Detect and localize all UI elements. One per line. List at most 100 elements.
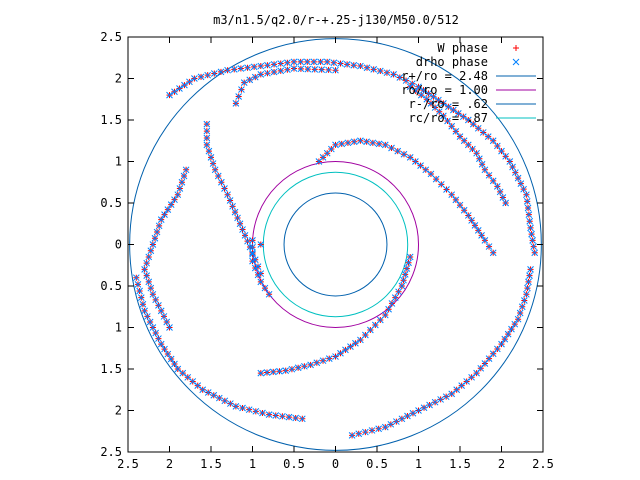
data-point (157, 216, 165, 223)
data-point (297, 58, 304, 66)
data-point (231, 208, 239, 216)
y-tick-label: 2 (115, 404, 122, 418)
data-point (246, 76, 254, 84)
data-point (290, 58, 298, 66)
data-point (145, 278, 153, 286)
data-point (257, 369, 265, 377)
data-point (422, 166, 430, 174)
data-point (144, 313, 151, 320)
data-point (402, 77, 410, 84)
data-point (474, 124, 482, 132)
x-tick-label: 0.5 (366, 457, 388, 471)
data-point (403, 265, 411, 272)
data-point (236, 220, 244, 228)
data-point (415, 407, 422, 414)
data-point (257, 70, 265, 78)
data-point (337, 60, 344, 67)
data-point (464, 212, 472, 219)
data-point (279, 412, 286, 420)
data-point (342, 346, 349, 354)
data-point (232, 100, 240, 107)
data-point (263, 369, 271, 376)
data-point (395, 288, 402, 296)
data-point (381, 141, 389, 149)
x-tick-label: 2.5 (532, 457, 554, 471)
data-point (174, 191, 182, 199)
data-point (463, 378, 470, 385)
data-point (493, 183, 501, 190)
data-point (524, 284, 531, 292)
data-point (388, 144, 395, 152)
y-tick-label: 2.5 (100, 445, 122, 459)
data-point (517, 180, 525, 187)
data-point (152, 329, 160, 337)
data-point (350, 138, 358, 146)
data-point (330, 59, 338, 67)
data-point (229, 202, 236, 210)
y-tick-label: 1 (115, 155, 122, 169)
data-point (398, 282, 406, 290)
data-point (502, 199, 510, 207)
data-point (501, 335, 509, 343)
data-point (270, 61, 278, 68)
data-point (276, 367, 283, 375)
reference-circle (252, 161, 419, 328)
data-point (456, 201, 464, 209)
data-point (264, 69, 271, 77)
data-point (506, 158, 514, 165)
data-point (244, 64, 251, 72)
data-point (239, 404, 246, 412)
data-point (443, 186, 450, 193)
data-point (523, 191, 530, 199)
data-point (265, 411, 273, 419)
y-tick-label: 0.5 (100, 279, 122, 293)
y-tick-label: 1.5 (100, 362, 122, 376)
data-point (189, 378, 197, 385)
data-point (230, 66, 238, 73)
data-point (453, 386, 461, 394)
data-point (284, 59, 291, 67)
data-point (448, 191, 456, 199)
data-point (471, 222, 479, 229)
data-point (355, 430, 363, 438)
data-point (396, 74, 404, 81)
data-point (290, 65, 298, 72)
data-point (469, 120, 477, 128)
data-point (205, 147, 213, 155)
data-point (458, 382, 466, 389)
data-point (352, 339, 359, 347)
data-point (516, 309, 524, 317)
data-point (454, 110, 462, 117)
data-point (468, 217, 475, 224)
data-point (311, 66, 319, 73)
data-point (294, 364, 302, 372)
legend-label: r+/ro = 2.48 (401, 69, 488, 83)
data-point (448, 122, 456, 130)
data-point (520, 185, 527, 193)
data-point (204, 389, 212, 396)
y-tick-label: 1.5 (100, 113, 122, 127)
data-point (499, 194, 507, 201)
data-point (164, 206, 172, 213)
data-point (317, 58, 324, 66)
data-point (261, 284, 269, 292)
data-point (404, 412, 411, 420)
data-point (525, 211, 533, 218)
data-point (332, 66, 339, 74)
data-point (221, 185, 228, 192)
data-point (337, 349, 344, 357)
data-point (485, 243, 493, 250)
data-point (412, 87, 420, 95)
data-point (257, 62, 265, 70)
data-point (237, 65, 245, 72)
data-point (406, 253, 414, 261)
data-point (179, 369, 187, 377)
data-point (348, 432, 356, 439)
data-point (215, 394, 223, 402)
data-point (343, 61, 351, 68)
data-point (241, 232, 249, 239)
data-point (481, 236, 489, 244)
data-point (375, 140, 383, 148)
data-point (332, 141, 339, 149)
